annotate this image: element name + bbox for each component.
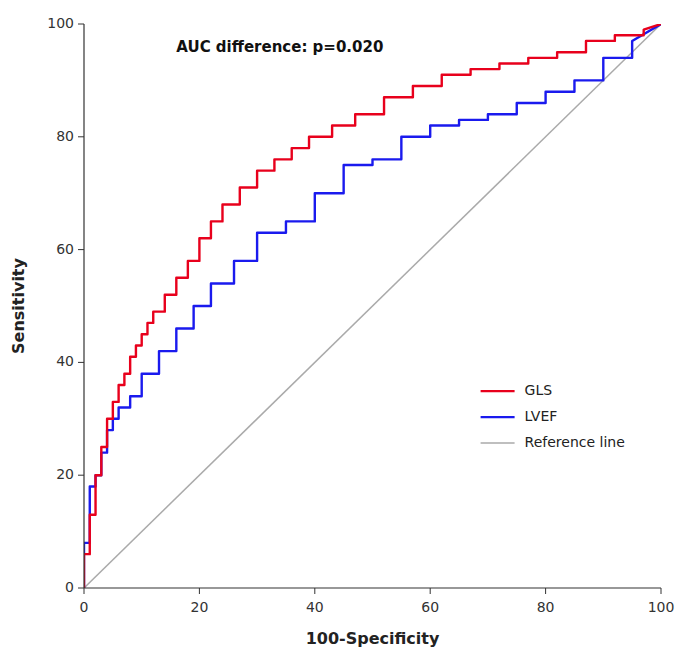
legend-label: LVEF	[525, 408, 558, 424]
y-tick	[78, 136, 84, 137]
y-tick	[78, 249, 84, 250]
annotation: AUC difference: p=0.020	[176, 38, 383, 56]
series-line	[84, 24, 661, 588]
y-tick-label: 0	[65, 579, 74, 595]
x-tick	[430, 588, 431, 594]
x-tick-label: 40	[306, 599, 324, 615]
x-axis-line	[84, 587, 661, 588]
x-axis-label: 100-Specificity	[306, 629, 440, 648]
x-tick-label: 80	[537, 599, 555, 615]
chart: 0 20 40 60 80 100 0 20 40 60 80 100 100-Specificity S…	[0, 0, 685, 664]
x-tick-label: 20	[190, 599, 208, 615]
plot-area	[84, 24, 661, 588]
x-tick	[661, 588, 662, 594]
y-axis-line	[83, 24, 84, 588]
y-tick-label: 40	[56, 353, 74, 369]
legend-label: Reference line	[525, 434, 625, 450]
y-tick-label: 100	[47, 15, 74, 31]
y-tick-label: 80	[56, 128, 74, 144]
y-axis-label: Sensitivity	[9, 257, 28, 353]
legend-label: GLS	[525, 382, 553, 398]
series-line	[84, 24, 661, 588]
x-tick	[84, 588, 85, 594]
x-tick	[545, 588, 546, 594]
y-tick	[78, 362, 84, 363]
y-tick-label: 20	[56, 466, 74, 482]
y-tick	[78, 475, 84, 476]
x-tick	[199, 588, 200, 594]
x-tick-label: 60	[421, 599, 439, 615]
legend-swatch	[481, 390, 515, 392]
legend-swatch	[481, 416, 515, 418]
y-tick	[78, 588, 84, 589]
x-tick-label: 100	[648, 599, 675, 615]
legend: GLS LVEF Reference line	[481, 382, 625, 450]
series-line	[84, 24, 661, 588]
y-tick	[78, 24, 84, 25]
y-tick-label: 60	[56, 241, 74, 257]
x-tick-label: 0	[80, 599, 89, 615]
x-tick	[314, 588, 315, 594]
background	[0, 0, 685, 664]
legend-swatch	[481, 442, 515, 444]
axes: 0 20 40 60 80 100 0 20 40 60 80 100	[47, 15, 674, 615]
